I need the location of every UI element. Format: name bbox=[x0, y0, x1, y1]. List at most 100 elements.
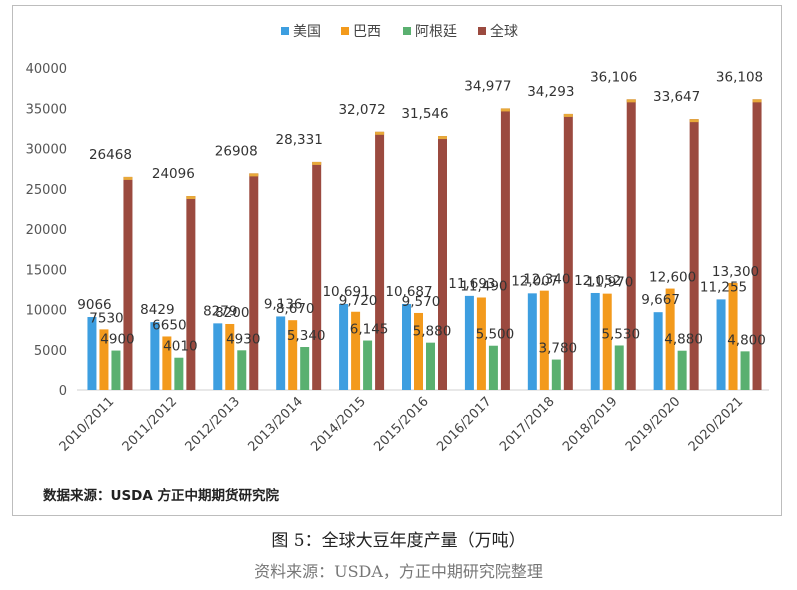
bar-1-4 bbox=[351, 311, 361, 390]
bar-1-1 bbox=[162, 336, 172, 390]
bar-0-6 bbox=[464, 295, 474, 390]
data-label-0-8: 12,052 bbox=[574, 273, 621, 289]
data-label-1-9: 12,600 bbox=[649, 270, 696, 286]
y-tick-label-3: 15000 bbox=[26, 263, 67, 278]
bar-cap-7 bbox=[563, 113, 573, 117]
figure-title: 图 5：全球大豆年度产量（万吨） bbox=[271, 531, 526, 551]
data-label-0-7: 12,007 bbox=[511, 273, 558, 289]
bar-cap-2 bbox=[249, 173, 259, 177]
bar-1-2 bbox=[225, 323, 235, 390]
chart-legend: 美国 巴西 阿根廷 全球 bbox=[281, 23, 518, 40]
data-label-2-5: 5,880 bbox=[413, 324, 452, 340]
bar-0-8 bbox=[590, 292, 600, 390]
data-label-2-6: 5,500 bbox=[476, 327, 515, 343]
y-tick-label-7: 35000 bbox=[26, 102, 67, 117]
bar-0-5 bbox=[402, 303, 411, 390]
figure-source: 资料来源：USDA，方正中期研究院整理 bbox=[254, 562, 543, 581]
bar-2-7 bbox=[551, 359, 561, 390]
data-label-3-9: 33,647 bbox=[653, 89, 700, 105]
data-label-1-5: 9,570 bbox=[402, 294, 441, 310]
bar-1-7 bbox=[539, 290, 549, 390]
data-label-1-3: 8,670 bbox=[276, 301, 315, 317]
bar-cap-1 bbox=[186, 196, 196, 200]
bar-cap-3 bbox=[312, 161, 322, 165]
x-tick-label-1: 2011/2012 bbox=[120, 394, 181, 455]
bar-2-9 bbox=[677, 350, 687, 390]
bar-1-8 bbox=[602, 293, 612, 390]
bar-cap-9 bbox=[689, 119, 699, 123]
y-tick-label-0: 0 bbox=[59, 384, 67, 399]
legend-swatch-0 bbox=[281, 27, 289, 35]
data-label-0-5: 10,687 bbox=[385, 284, 432, 300]
data-label-2-1: 4010 bbox=[163, 339, 197, 355]
bar-1-10 bbox=[728, 282, 738, 390]
x-tick-label-0: 2010/2011 bbox=[57, 394, 118, 455]
x-axis: 2010/2011 2011/2012 2012/2013 2013/2014 2014… bbox=[57, 394, 747, 455]
bars bbox=[87, 99, 762, 391]
bar-3-6 bbox=[500, 108, 510, 390]
bar-2-2 bbox=[237, 350, 247, 390]
bar-3-7 bbox=[563, 113, 573, 391]
data-label-1-0: 7530 bbox=[89, 310, 123, 326]
data-label-2-3: 5,340 bbox=[287, 328, 326, 344]
data-label-3-6: 34,977 bbox=[464, 78, 511, 94]
x-tick-label-4: 2014/2015 bbox=[308, 394, 369, 455]
data-label-3-2: 26908 bbox=[215, 143, 258, 159]
chart-source-note: 数据来源：USDA 方正中期期货研究院 bbox=[43, 488, 280, 504]
data-label-3-7: 34,293 bbox=[527, 84, 574, 100]
data-label-3-3: 28,331 bbox=[276, 132, 323, 148]
bar-cap-8 bbox=[626, 99, 636, 103]
data-label-2-0: 4900 bbox=[100, 332, 134, 348]
y-tick-label-4: 20000 bbox=[26, 223, 67, 238]
bar-3-2 bbox=[249, 173, 259, 390]
bar-3-10 bbox=[752, 99, 762, 390]
chart-frame: 美国 巴西 阿根廷 全球 0 5000 10000 15000 20000 25000 30000… bbox=[12, 5, 782, 516]
bar-1-3 bbox=[288, 320, 298, 390]
bar-2-0 bbox=[111, 350, 121, 390]
legend-swatch-3 bbox=[478, 27, 486, 35]
bar-1-9 bbox=[665, 288, 675, 390]
x-tick-label-2: 2012/2013 bbox=[183, 394, 244, 455]
data-label-1-6: 11,490 bbox=[460, 279, 507, 295]
x-tick-label-7: 2017/2018 bbox=[497, 394, 558, 455]
data-label-3-0: 26468 bbox=[89, 147, 132, 163]
bar-2-5 bbox=[426, 342, 435, 390]
bar-2-1 bbox=[174, 357, 184, 390]
data-label-0-0: 9066 bbox=[77, 297, 111, 313]
data-label-3-8: 36,106 bbox=[590, 69, 637, 85]
data-label-1-4: 9,720 bbox=[339, 293, 378, 309]
bar-3-1 bbox=[186, 196, 196, 390]
bar-3-3 bbox=[312, 161, 322, 390]
data-label-2-10: 4,800 bbox=[727, 332, 766, 348]
bar-0-3 bbox=[276, 316, 286, 390]
data-label-0-10: 11,255 bbox=[700, 279, 747, 295]
bar-2-4 bbox=[363, 340, 373, 390]
bar-cap-4 bbox=[375, 131, 385, 135]
data-label-0-2: 8279 bbox=[203, 303, 237, 319]
bar-cap-5 bbox=[438, 136, 447, 140]
x-tick-label-9: 2019/2020 bbox=[623, 394, 684, 455]
y-tick-label-5: 25000 bbox=[26, 183, 67, 198]
bar-1-6 bbox=[476, 297, 486, 390]
bar-3-4 bbox=[375, 131, 385, 390]
bar-0-7 bbox=[527, 293, 537, 390]
bar-0-0 bbox=[87, 317, 97, 390]
bar-0-4 bbox=[339, 303, 349, 390]
data-label-2-8: 5,530 bbox=[601, 326, 640, 342]
legend-swatch-1 bbox=[341, 27, 349, 35]
data-label-0-4: 10,691 bbox=[322, 284, 369, 300]
data-label-0-9: 9,667 bbox=[641, 292, 680, 308]
data-label-1-10: 13,300 bbox=[712, 264, 759, 280]
bar-2-6 bbox=[488, 345, 498, 390]
data-label-1-8: 11,970 bbox=[586, 275, 633, 291]
data-label-3-1: 24096 bbox=[152, 166, 195, 182]
x-tick-label-10: 2020/2021 bbox=[686, 394, 747, 455]
y-tick-label-1: 5000 bbox=[34, 344, 67, 359]
y-axis: 0 5000 10000 15000 20000 25000 30000 35000 40000 bbox=[26, 62, 67, 399]
bar-0-9 bbox=[653, 312, 663, 390]
bar-cap-10 bbox=[752, 99, 762, 103]
legend-label-2: 阿根廷 bbox=[415, 24, 457, 40]
y-tick-label-6: 30000 bbox=[26, 143, 67, 158]
data-label-2-9: 4,880 bbox=[664, 332, 703, 348]
